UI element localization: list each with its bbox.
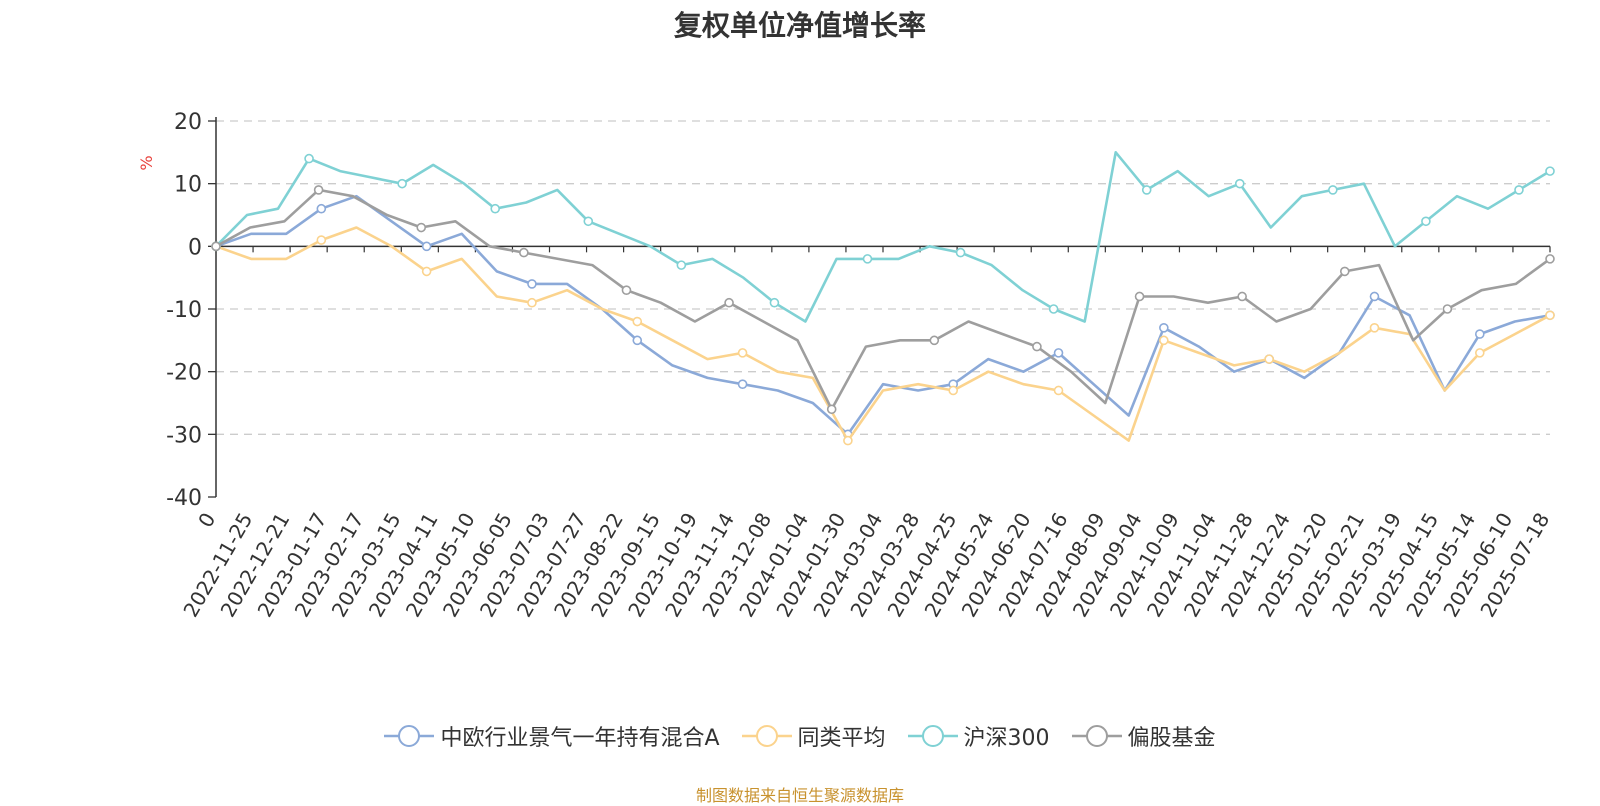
series-point: [632, 335, 643, 346]
series-point: [421, 266, 432, 277]
series-point: [519, 247, 529, 258]
series-point: [1474, 348, 1485, 358]
y-tick-label: -10: [166, 298, 202, 323]
legend-item[interactable]: 沪深300: [907, 720, 1050, 752]
legend-marker-icon: [741, 725, 792, 747]
series-point: [843, 435, 853, 446]
series-point: [416, 222, 427, 233]
chart-title: 复权单位净值增长率: [673, 9, 926, 42]
series-point: [1339, 266, 1350, 277]
series-line-0: [215, 194, 1551, 436]
series-point: [527, 297, 537, 308]
y-tick-label: -30: [166, 423, 202, 448]
series-point: [527, 279, 537, 289]
legend-label: 同类平均: [797, 726, 886, 751]
line-chart: 20100-10-20-30-40%02022-11-252022-12-212…: [137, 110, 1555, 621]
series-point: [826, 404, 837, 415]
series-point: [1234, 178, 1245, 189]
legend: 中欧行业景气一年持有混合A 同类平均 沪深300 偏股基金: [0, 720, 1600, 752]
y-axis-label: %: [137, 155, 156, 170]
series-point: [769, 297, 780, 308]
legend-item[interactable]: 中欧行业景气一年持有混合A: [384, 720, 720, 752]
axes: [208, 117, 1551, 498]
series-point: [1421, 216, 1431, 227]
legend-label: 沪深300: [963, 726, 1050, 751]
series-point: [1237, 291, 1247, 302]
series-point: [1264, 354, 1274, 364]
series-lines: [211, 151, 1555, 446]
series-point: [1134, 291, 1145, 302]
legend-label: 中欧行业景气一年持有混合A: [440, 726, 720, 751]
series-point: [1141, 185, 1152, 195]
legend-item[interactable]: 同类平均: [741, 720, 886, 752]
series-line-2: [215, 151, 1551, 323]
legend-marker-icon: [907, 725, 958, 747]
legend-circle: [755, 725, 778, 747]
series-point: [955, 247, 966, 258]
series-line-3: [215, 188, 1551, 411]
series-point: [929, 335, 940, 346]
series-point: [1442, 304, 1453, 314]
legend-circle: [1085, 725, 1108, 747]
series-point: [1053, 348, 1064, 358]
y-tick-label: -40: [166, 486, 202, 511]
series-point: [1032, 341, 1042, 352]
series-point: [1159, 322, 1169, 333]
gridlines: [216, 120, 1550, 435]
series-point: [583, 216, 594, 227]
series-point: [1159, 335, 1169, 346]
series-point: [1545, 310, 1555, 321]
source-note: 制图数据来自恒生聚源数据库: [695, 786, 904, 805]
series-point: [737, 348, 748, 358]
series-point: [676, 260, 687, 270]
legend-item[interactable]: 偏股基金: [1071, 720, 1216, 752]
legend-circle: [398, 725, 421, 747]
legend-marker-icon: [1071, 725, 1122, 747]
series-point: [313, 185, 324, 195]
series-point: [1048, 304, 1059, 314]
series-point: [304, 153, 314, 164]
series-point: [737, 379, 748, 390]
legend-marker-icon: [384, 725, 435, 747]
series-line-1: [215, 226, 1551, 442]
series-point: [1369, 322, 1380, 333]
series-point: [632, 316, 643, 327]
series-point: [1053, 385, 1064, 396]
x-tick-label: 0: [193, 509, 220, 532]
series-point: [862, 254, 873, 264]
series-point: [1328, 185, 1338, 195]
y-tick-label: 20: [174, 110, 202, 135]
series-point: [1545, 254, 1555, 264]
series-point: [1369, 291, 1380, 302]
series-point: [316, 203, 327, 214]
y-tick-label: -20: [166, 361, 202, 386]
series-point: [316, 235, 327, 245]
series-point: [1545, 166, 1555, 176]
tick-labels: 20100-10-20-30-40%02022-11-252022-12-212…: [137, 110, 1554, 621]
legend-circle: [921, 725, 944, 747]
series-point: [421, 241, 432, 252]
series-point: [621, 285, 632, 296]
y-tick-label: 0: [188, 235, 202, 260]
series-point: [397, 178, 407, 189]
y-tick-label: 10: [174, 173, 202, 198]
legend-label: 偏股基金: [1127, 726, 1216, 751]
series-point: [1474, 329, 1485, 339]
series-point: [948, 385, 959, 396]
series-point: [211, 241, 221, 252]
series-point: [1514, 185, 1524, 195]
series-point: [724, 297, 734, 308]
series-point: [490, 203, 501, 214]
